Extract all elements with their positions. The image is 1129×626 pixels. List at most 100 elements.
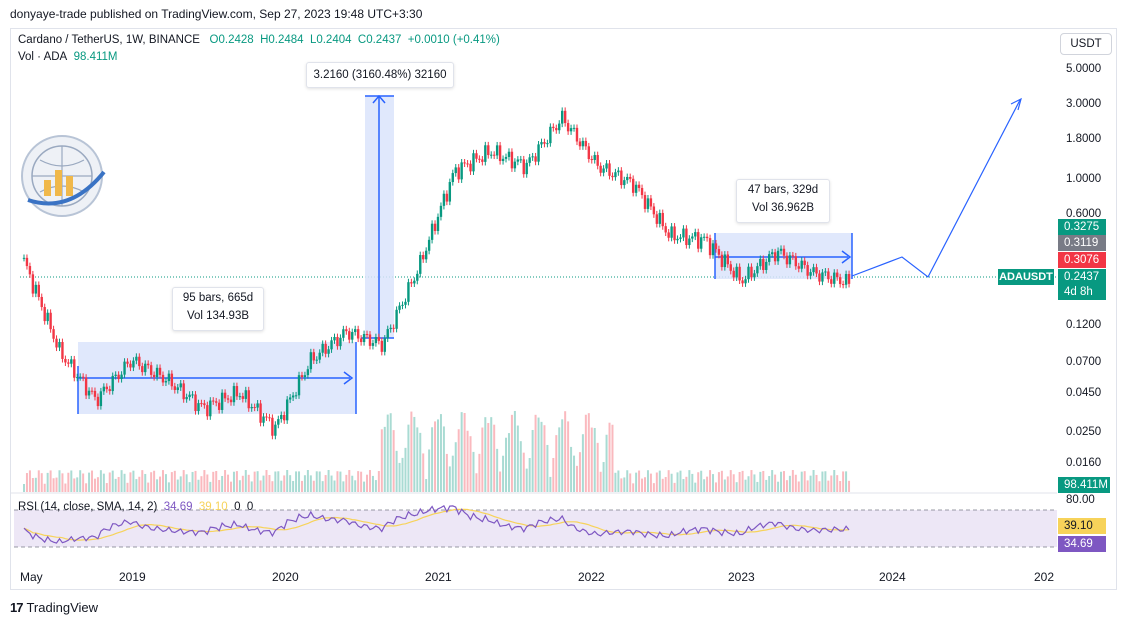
- time-tick: 2022: [578, 570, 605, 584]
- candle-body: [359, 338, 363, 343]
- candle-body: [52, 329, 55, 339]
- volume-bar: [484, 417, 487, 492]
- volume-bar: [389, 413, 392, 492]
- currency-button[interactable]: USDT: [1060, 33, 1112, 55]
- candle-body: [404, 301, 407, 305]
- volume-bar: [723, 479, 726, 492]
- volume-bar: [552, 457, 555, 492]
- volume-bar: [309, 475, 312, 492]
- candle-body: [220, 392, 224, 410]
- symbol-legend[interactable]: Cardano / TetherUS, 1W, BINANCE O0.2428 …: [18, 34, 500, 46]
- candle-body: [643, 195, 647, 209]
- candle-body: [179, 383, 182, 388]
- candle-body: [623, 180, 626, 186]
- rsi-value: 34.69: [163, 501, 193, 513]
- volume-bar: [768, 476, 771, 492]
- candle-body: [847, 274, 851, 284]
- candle-body: [806, 265, 809, 276]
- volume-legend[interactable]: Vol · ADA 98.411M: [18, 51, 118, 63]
- candle-body: [581, 140, 585, 147]
- volume-bar: [457, 429, 460, 492]
- volume-bar: [741, 470, 744, 492]
- candle-body: [356, 329, 360, 339]
- volume-bar: [422, 453, 425, 492]
- candle-body: [93, 390, 97, 397]
- candle-body: [182, 383, 185, 400]
- footer-brand[interactable]: 17 TradingView: [10, 600, 98, 615]
- candle-body: [457, 167, 460, 180]
- projection-path[interactable]: [851, 99, 1021, 278]
- candle-body: [215, 401, 218, 403]
- volume-bar: [380, 429, 383, 492]
- volume-bar: [528, 458, 531, 492]
- candle-body: [76, 377, 79, 379]
- volume-bar: [709, 470, 712, 492]
- volume-bar: [732, 474, 735, 492]
- volume-bar: [836, 475, 839, 492]
- price-tick: 0.0160: [1066, 457, 1102, 469]
- volume-bar: [499, 471, 502, 492]
- ticker-tag: ADAUSDT: [998, 269, 1054, 285]
- volume-bar: [206, 474, 209, 492]
- volume-bar: [611, 424, 614, 492]
- volume-bar: [132, 470, 135, 492]
- candle-body: [720, 254, 724, 268]
- candle-body: [170, 373, 174, 387]
- volume-bar: [58, 470, 61, 492]
- volume-bar: [688, 470, 691, 492]
- candle-body: [844, 274, 848, 285]
- candle-body: [572, 127, 576, 129]
- candle-body: [288, 397, 292, 400]
- volume-bar: [185, 474, 188, 492]
- volume-bar: [339, 471, 342, 492]
- volume-bar: [830, 475, 833, 492]
- volume-tag: 98.411M: [1058, 477, 1110, 493]
- measure-range[interactable]: [361, 94, 394, 339]
- price-tag-red: 0.3076: [1058, 252, 1106, 268]
- candle-body: [732, 270, 735, 278]
- candle-body: [614, 172, 617, 178]
- candle-body: [371, 343, 375, 346]
- volume-bar: [368, 470, 371, 492]
- volume-bar: [268, 475, 271, 492]
- candle-body: [365, 334, 369, 336]
- candle-body: [141, 366, 144, 373]
- rsi-legend[interactable]: RSI (14, close, SMA, 14, 2) 34.69 39.10 …: [18, 501, 253, 513]
- candle-body: [652, 206, 656, 215]
- published-line: donyaye-trade published on TradingView.c…: [10, 7, 423, 21]
- volume-bar: [472, 451, 475, 492]
- volume-bar: [209, 481, 212, 492]
- volume-bar: [691, 473, 694, 492]
- volume-bar: [292, 480, 295, 492]
- price-tick: 1.8000: [1066, 133, 1102, 145]
- volume-bar: [785, 480, 788, 492]
- volume-bar: [99, 470, 102, 492]
- candle-body: [424, 250, 428, 260]
- volume-bar: [567, 421, 570, 492]
- candle-body: [753, 273, 756, 278]
- volume-bar: [318, 471, 321, 492]
- volume-bar: [218, 479, 221, 492]
- volume-bar: [685, 476, 688, 492]
- volume-bar: [437, 419, 439, 492]
- candle-body: [587, 146, 591, 160]
- candle-body: [714, 243, 718, 250]
- volume-bar: [706, 476, 709, 492]
- candle-body: [522, 159, 525, 175]
- candle-body: [129, 363, 132, 368]
- candle-body: [345, 329, 348, 332]
- candle-body: [223, 392, 227, 399]
- candle-body: [664, 226, 667, 233]
- volume-bar: [596, 442, 599, 492]
- candle-body: [374, 337, 378, 344]
- ohlc-low: L0.2404: [309, 34, 352, 46]
- volume-bar: [531, 429, 534, 492]
- candle-body: [620, 170, 623, 186]
- volume-bar: [644, 477, 646, 492]
- candle-body: [649, 198, 653, 207]
- candle-body: [244, 390, 247, 399]
- candle-body: [611, 175, 614, 178]
- candle-body: [699, 237, 703, 249]
- volume-bar: [460, 412, 463, 492]
